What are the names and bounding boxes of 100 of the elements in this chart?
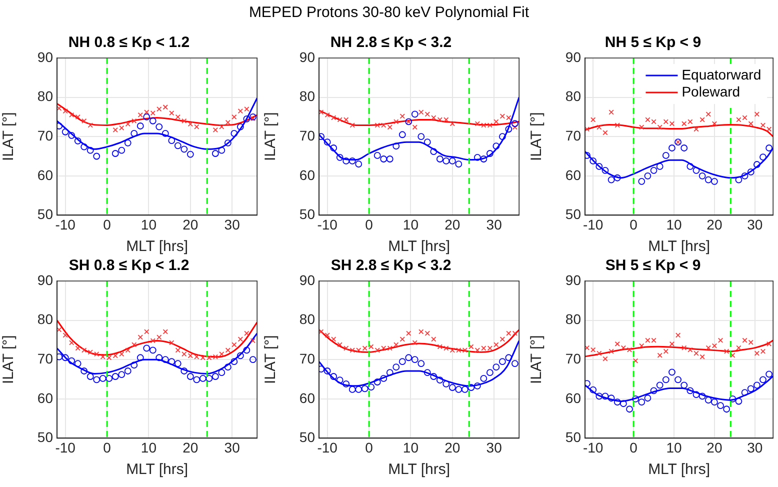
point <box>456 348 462 353</box>
point <box>200 355 206 360</box>
point <box>174 360 182 367</box>
point <box>138 112 143 118</box>
point <box>374 378 381 386</box>
point <box>645 117 650 122</box>
point <box>602 356 608 362</box>
line-series <box>585 124 774 138</box>
point <box>590 158 597 164</box>
point <box>741 389 748 396</box>
x-tick-label: 20 <box>444 216 460 232</box>
x-tick-label: 0 <box>103 439 112 456</box>
line-series <box>57 102 258 126</box>
point <box>156 123 163 130</box>
point <box>144 110 150 115</box>
point <box>136 354 144 362</box>
point <box>590 347 596 352</box>
point <box>82 348 87 353</box>
point <box>182 352 187 357</box>
x-tick-label: 30 <box>486 216 502 232</box>
point <box>736 117 742 122</box>
point <box>119 352 124 357</box>
point <box>86 146 94 154</box>
x-tick-label: -10 <box>582 216 604 232</box>
point <box>498 133 506 140</box>
x-tick-label: 10 <box>402 439 419 456</box>
point <box>162 130 169 137</box>
point <box>411 356 418 364</box>
x-tick-label: -10 <box>582 439 604 456</box>
point <box>398 131 406 138</box>
point <box>704 396 712 404</box>
point <box>350 122 355 128</box>
point <box>656 382 664 389</box>
y-tick-label: 50 <box>299 206 316 222</box>
point <box>468 384 475 391</box>
point <box>474 382 481 390</box>
point <box>585 126 590 132</box>
point <box>694 126 699 132</box>
point <box>250 338 256 344</box>
line-series <box>319 328 520 353</box>
point <box>392 142 400 150</box>
y-axis-title: ILAT [°] <box>528 112 546 161</box>
point <box>742 115 748 120</box>
point <box>760 376 766 384</box>
y-tick-label: 90 <box>565 272 582 288</box>
point <box>494 119 499 124</box>
y-tick-label: 70 <box>37 350 54 366</box>
point <box>238 108 243 114</box>
point <box>450 121 455 126</box>
point <box>218 369 226 376</box>
point <box>174 142 182 150</box>
x-tick-label: 20 <box>706 216 722 232</box>
point <box>511 120 518 128</box>
point <box>100 354 106 360</box>
y-tick-label: 80 <box>299 88 316 104</box>
point <box>506 115 512 120</box>
point <box>486 369 494 376</box>
x-tick-label: 20 <box>182 439 198 456</box>
point <box>729 395 736 402</box>
point <box>669 121 675 126</box>
point <box>411 110 418 118</box>
y-tick-label: 60 <box>37 166 54 183</box>
point <box>236 352 244 360</box>
point <box>735 398 742 405</box>
point <box>723 406 730 413</box>
y-tick-label: 80 <box>565 311 582 328</box>
point <box>88 122 93 128</box>
point <box>344 117 349 122</box>
point <box>186 373 194 380</box>
point <box>614 341 620 346</box>
point <box>319 133 325 140</box>
y-tick-label: 70 <box>299 350 316 366</box>
point <box>80 368 88 374</box>
point <box>608 348 614 354</box>
point <box>748 340 754 345</box>
point <box>188 353 193 358</box>
point <box>80 143 88 150</box>
point <box>93 376 100 384</box>
y-tick-label: 70 <box>565 127 582 144</box>
x-tick-label: -10 <box>55 216 76 232</box>
y-tick-label: 50 <box>565 206 582 222</box>
point <box>596 163 603 170</box>
point <box>238 336 243 342</box>
point <box>461 386 468 393</box>
point <box>374 348 380 353</box>
point <box>324 332 330 338</box>
point <box>374 152 381 159</box>
point <box>686 387 694 394</box>
point <box>505 354 512 362</box>
point <box>182 118 187 124</box>
point <box>324 368 331 374</box>
point <box>380 375 388 382</box>
point <box>57 327 62 332</box>
point <box>193 376 200 384</box>
point <box>348 386 356 393</box>
point <box>168 137 176 144</box>
point <box>448 384 456 391</box>
point <box>62 332 68 338</box>
point <box>700 117 705 122</box>
point <box>337 342 342 348</box>
